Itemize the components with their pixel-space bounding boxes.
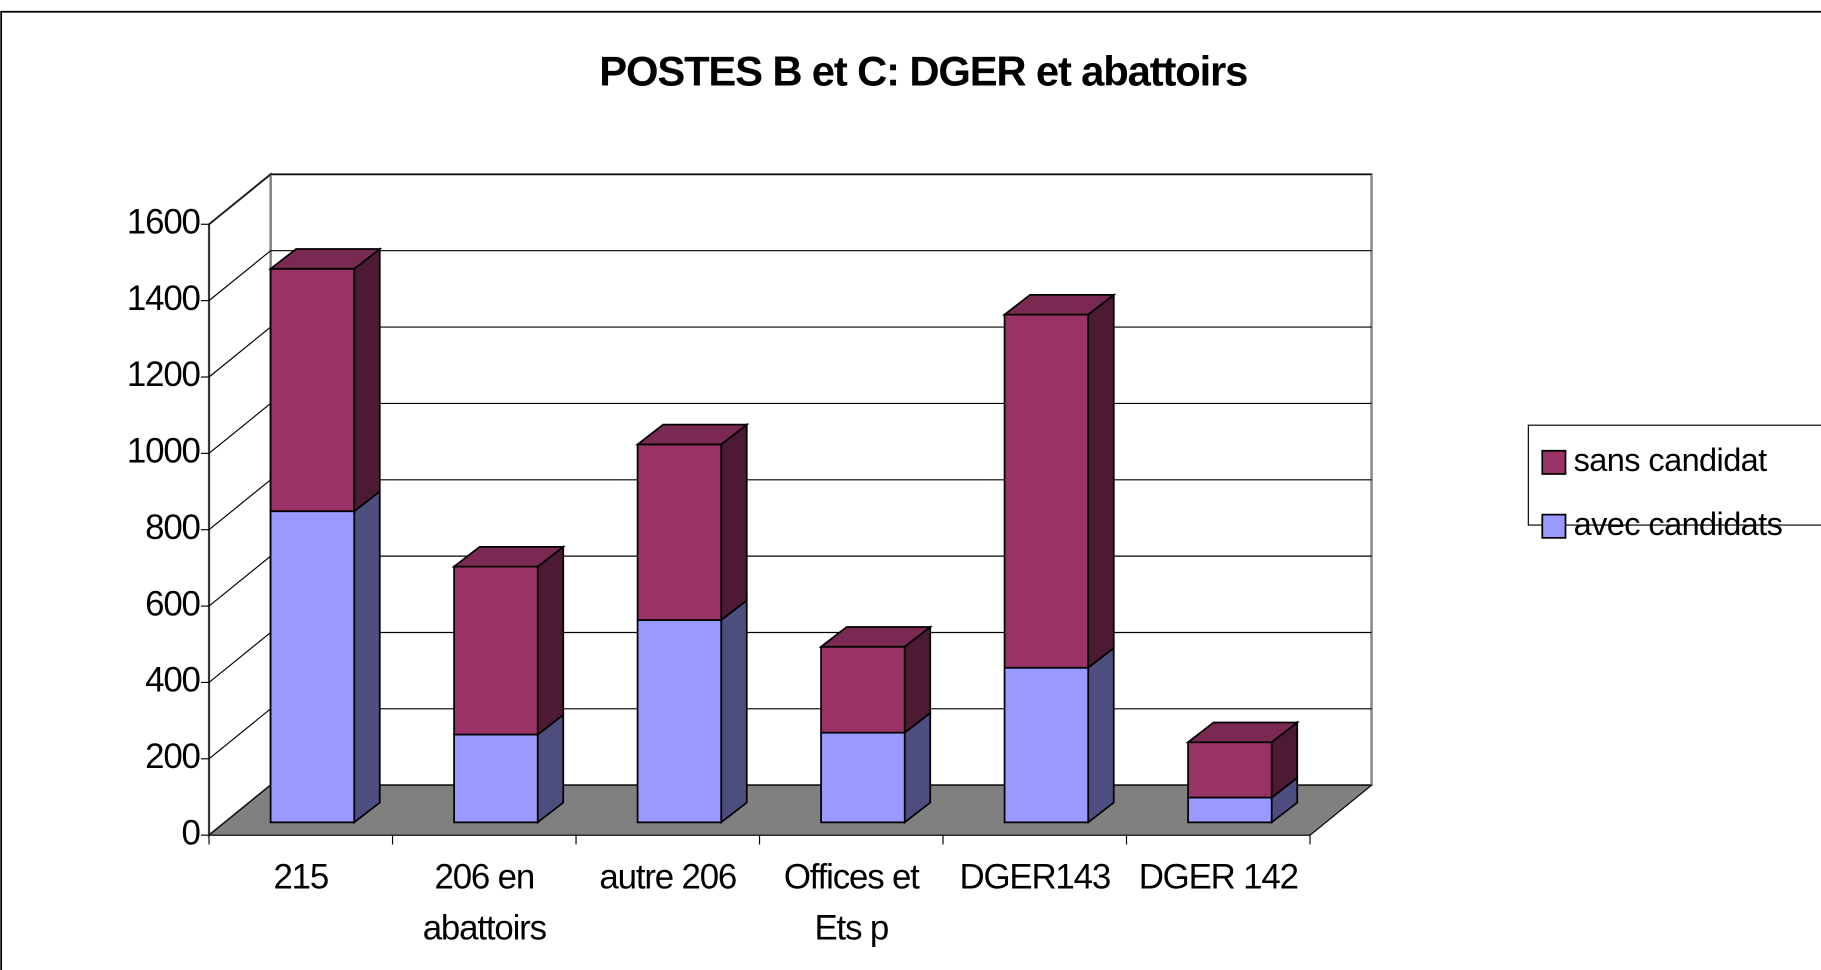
bar-side	[536, 545, 565, 737]
bar	[453, 565, 539, 736]
x-tick-label: DGER 142	[1139, 857, 1298, 896]
grid-line-side	[208, 708, 271, 760]
bar-top	[268, 248, 383, 270]
x-tick-label: autre 206	[599, 857, 736, 896]
bar-side	[720, 422, 748, 622]
bar	[636, 619, 723, 824]
bar-top	[1002, 293, 1117, 316]
legend-label: avec candidats	[1574, 506, 1783, 542]
y-tick-label: 1600	[127, 202, 201, 241]
grid-line-side	[208, 632, 271, 683]
bar	[269, 510, 356, 824]
bar-side	[720, 598, 748, 825]
bar	[453, 733, 539, 824]
grid-line-side	[208, 784, 271, 836]
grid-line-side	[208, 479, 271, 531]
bar-top	[818, 626, 933, 648]
bar-side	[1087, 293, 1115, 670]
legend-label: sans candidat	[1574, 442, 1768, 478]
legend-swatch	[1541, 449, 1567, 475]
bar	[820, 731, 906, 824]
bar-top	[1185, 721, 1300, 744]
y-tick-label: 0	[182, 813, 201, 852]
x-tick-label: 206 en abattoirs	[423, 857, 547, 947]
bar	[1003, 313, 1090, 669]
grid-line-side	[208, 555, 271, 607]
y-tick-label: 400	[145, 661, 200, 700]
y-tick-label: 1400	[127, 279, 201, 318]
bar	[269, 267, 356, 513]
bar	[1187, 796, 1273, 824]
bar	[1187, 741, 1273, 799]
y-tick-label: 200	[145, 737, 200, 776]
bar	[636, 443, 723, 621]
grid-line-side	[208, 173, 271, 225]
grid-line-side	[208, 250, 271, 302]
grid-line-side	[208, 326, 271, 378]
grid-line-side	[208, 402, 271, 454]
legend-swatch	[1541, 513, 1567, 539]
x-tick-label: 215	[273, 857, 328, 896]
y-tick-label: 800	[145, 508, 200, 547]
chart-title: POSTES B et C: DGER et abattoirs	[599, 48, 1247, 95]
x-tick-label: Offices et Ets p	[784, 857, 920, 947]
y-tick-label: 600	[145, 584, 200, 623]
bar-top	[451, 545, 566, 568]
bar-side	[353, 489, 381, 825]
x-axis-depth	[1309, 784, 1372, 836]
bar	[820, 645, 906, 734]
bar-side	[1087, 646, 1115, 825]
y-tick-label: 1000	[127, 432, 201, 471]
bar-side	[353, 247, 381, 513]
bar	[1003, 666, 1090, 824]
bar-top	[635, 423, 750, 446]
y-tick-label: 1200	[127, 355, 201, 394]
legend-box	[1527, 424, 1821, 526]
x-tick-label: DGER143	[959, 857, 1110, 896]
